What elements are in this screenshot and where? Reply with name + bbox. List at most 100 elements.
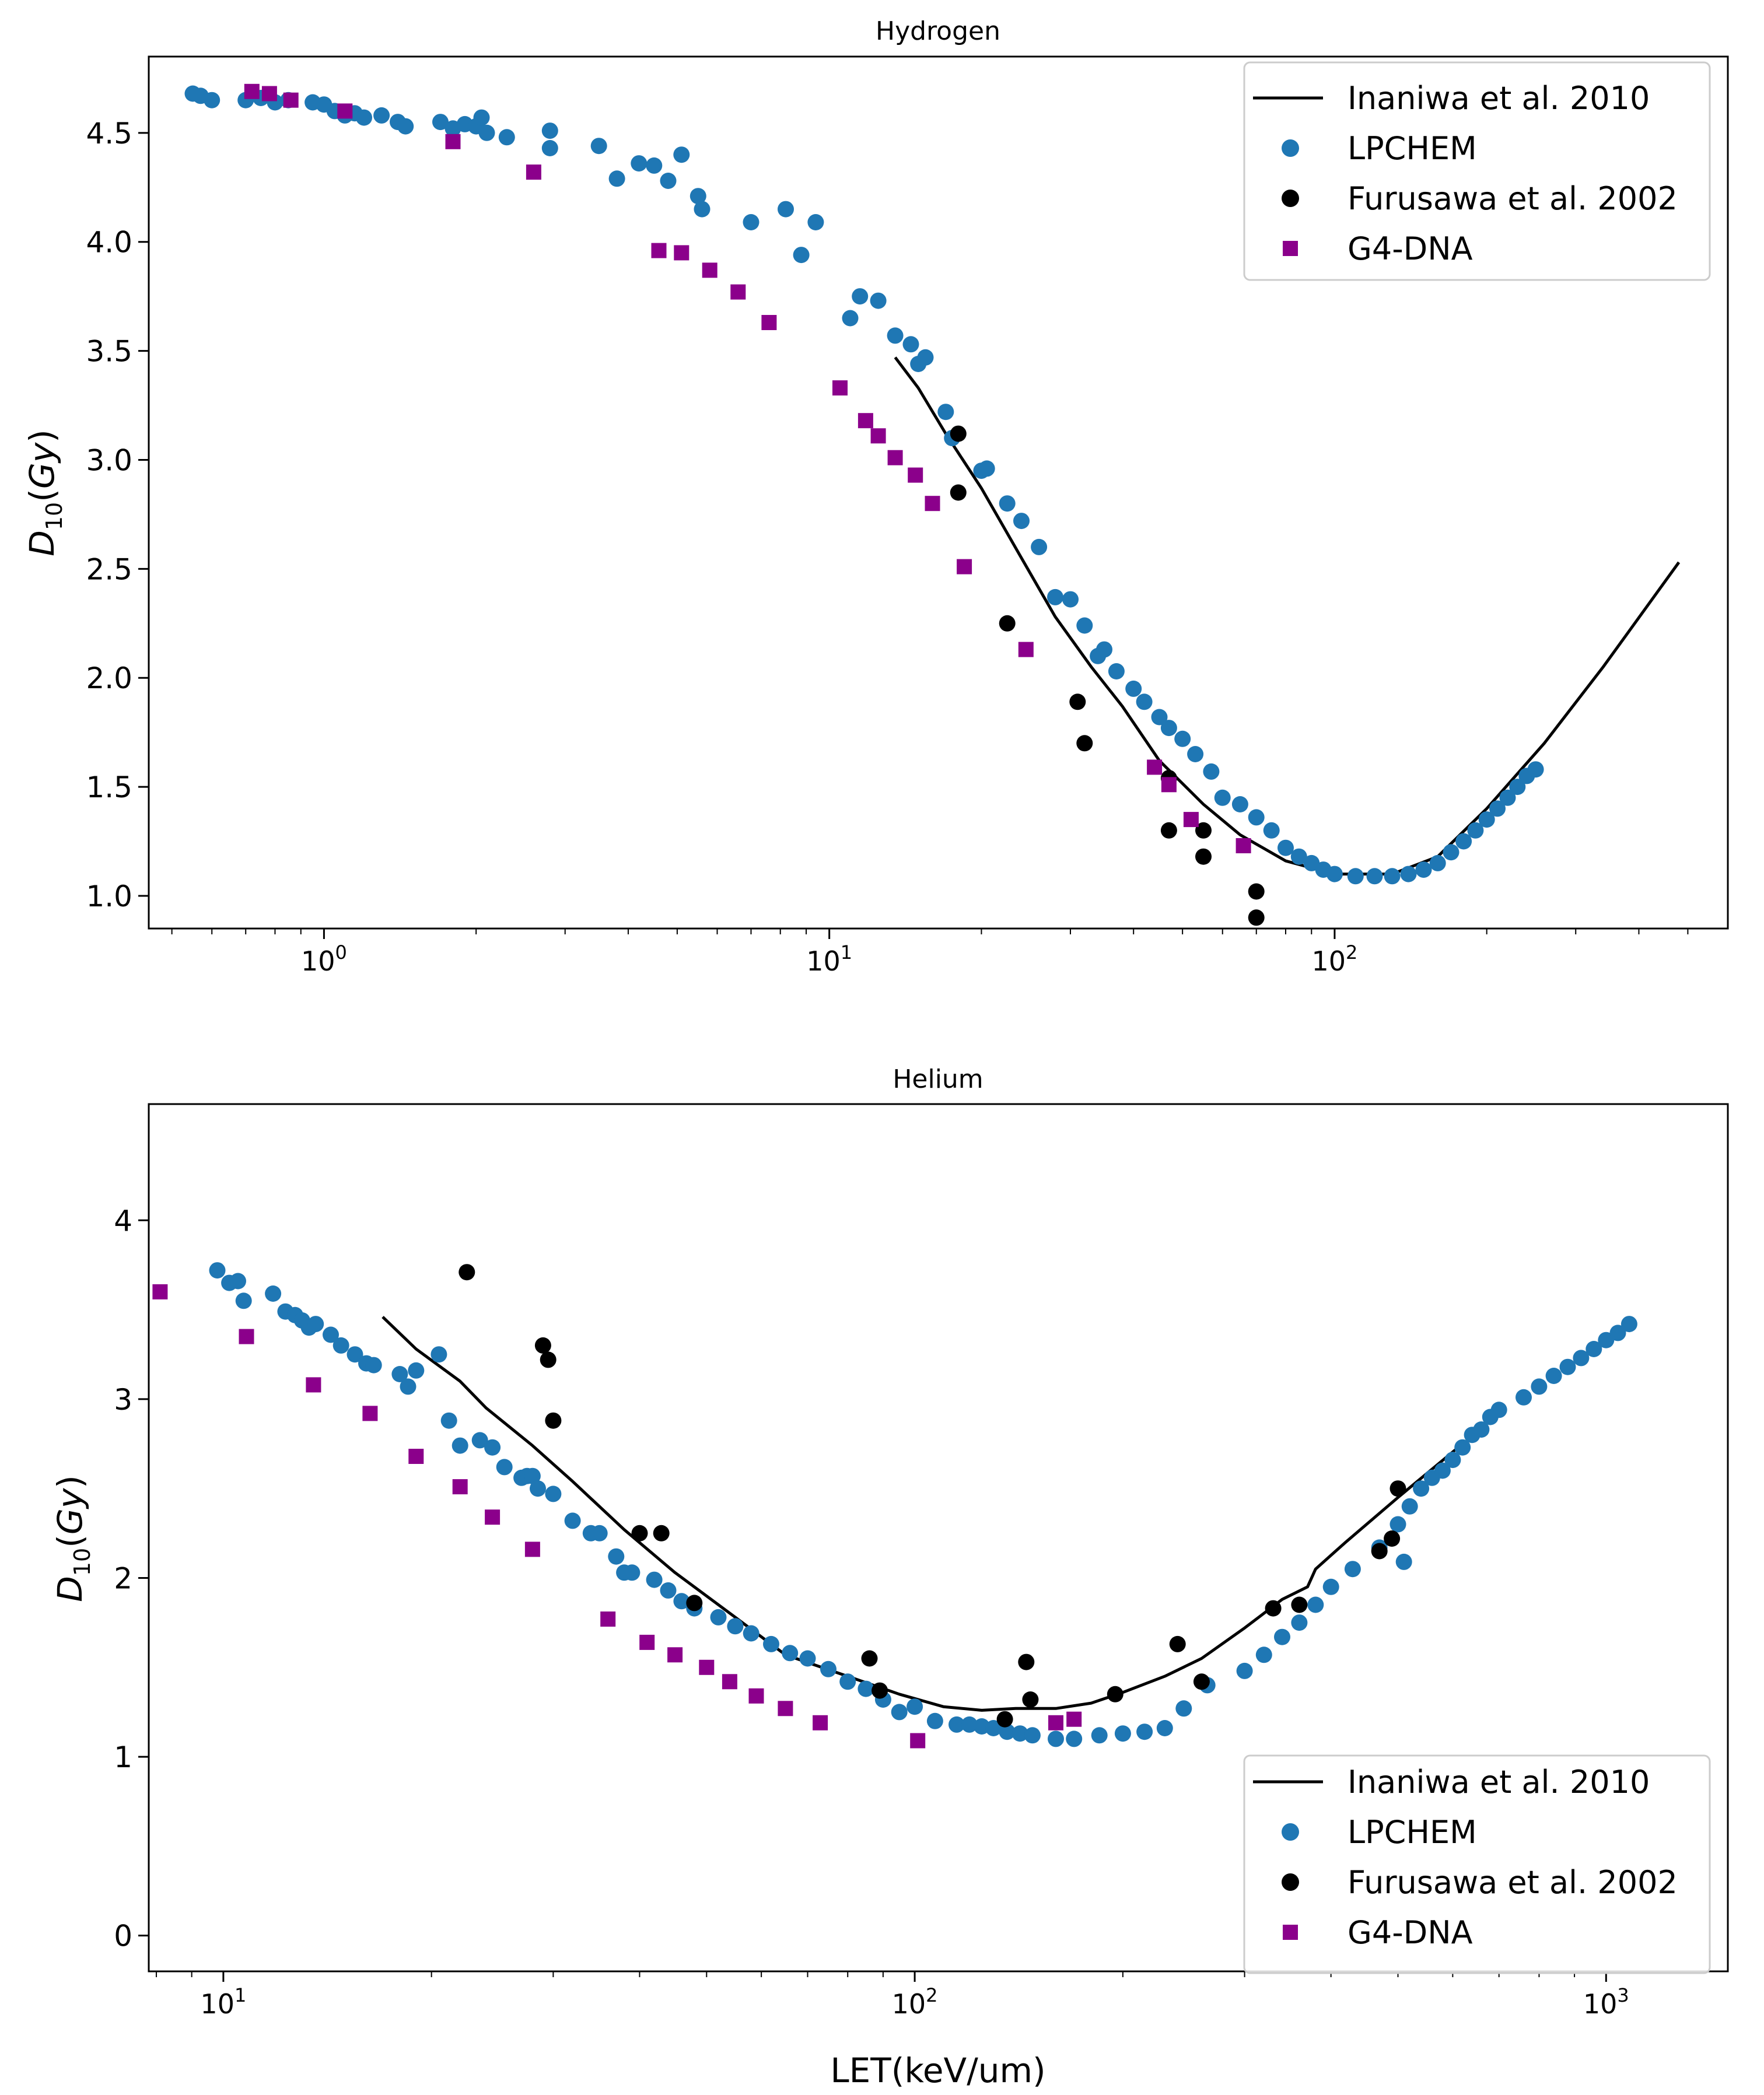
helium-lpchem-point xyxy=(440,1412,457,1429)
hydrogen-lpchem-point xyxy=(397,118,414,135)
helium-lpchem-point xyxy=(1473,1421,1490,1438)
helium-lpchem-point xyxy=(926,1712,943,1729)
helium-furusawa-et-al-2002-point xyxy=(996,1711,1013,1728)
helium-g4-dna-point xyxy=(1066,1711,1082,1727)
hydrogen-legend-lpchem-marker xyxy=(1282,139,1299,157)
helium-g4-dna-point xyxy=(722,1674,737,1690)
helium-g4-dna-point xyxy=(813,1715,828,1730)
hydrogen-lpchem-point xyxy=(870,292,887,309)
hydrogen-lpchem-point xyxy=(743,214,760,230)
hydrogen-lpchem-point xyxy=(473,109,490,126)
helium-lpchem-point xyxy=(1559,1358,1576,1375)
helium-g4-dna-point xyxy=(1048,1715,1063,1730)
hydrogen-lpchem-point xyxy=(1499,789,1516,806)
hydrogen-y-axis-label: D10(Gy) xyxy=(22,429,67,556)
helium-lpchem-point xyxy=(591,1525,608,1542)
helium-lpchem-point xyxy=(408,1362,425,1379)
hydrogen-furusawa-et-al-2002-point xyxy=(1248,909,1265,926)
hydrogen-lpchem-point xyxy=(1076,617,1093,634)
hydrogen-lpchem-point xyxy=(1125,680,1142,697)
helium-lpchem-point xyxy=(1395,1553,1412,1570)
hydrogen-g4-dna-point xyxy=(870,428,886,444)
helium-furusawa-et-al-2002-point xyxy=(861,1650,878,1667)
hydrogen-lpchem-point xyxy=(673,146,690,163)
hydrogen-lpchem-point xyxy=(1013,513,1030,530)
helium-inaniwa-et-al-2010-line xyxy=(382,1316,1464,1712)
helium-lpchem-point xyxy=(346,1346,363,1363)
hydrogen-lpchem-point xyxy=(917,349,934,366)
hydrogen-panel: Hydrogen 1.0 1.5 2.0 2.5 3.0 3.5 4.0 4.5 100 101 1… xyxy=(22,16,1729,977)
helium-lpchem-point xyxy=(496,1459,513,1476)
helium-furusawa-et-al-2002-point xyxy=(653,1525,670,1542)
helium-lpchem-point xyxy=(1401,1498,1418,1515)
helium-g4-dna-point xyxy=(485,1509,501,1525)
helium-lpchem-point xyxy=(999,1723,1016,1740)
helium-lpchem-point xyxy=(763,1635,779,1652)
hydrogen-g4-dna-point xyxy=(1183,812,1199,828)
helium-legend-box xyxy=(1243,1754,1711,1974)
helium-legend-inaniwa-label: Inaniwa et al. 2010 xyxy=(1348,1764,1650,1800)
helium-g4-dna-point xyxy=(639,1634,655,1650)
helium-plot-area xyxy=(148,1103,1729,1973)
helium-furusawa-et-al-2002-point xyxy=(1291,1596,1308,1613)
helium-lpchem-point xyxy=(332,1337,349,1354)
helium-lpchem-point xyxy=(1322,1578,1339,1595)
hydrogen-g4-dna-point xyxy=(283,92,299,108)
helium-g4-dna-point xyxy=(239,1329,254,1344)
hydrogen-y-tick-label: 4.5 xyxy=(86,117,132,150)
hydrogen-lpchem-point xyxy=(631,155,648,172)
helium-lpchem-point xyxy=(235,1292,252,1309)
helium-x-tick-label: 102 xyxy=(892,1984,938,2020)
helium-lpchem-point xyxy=(1156,1720,1173,1736)
hydrogen-g4-dna-point xyxy=(1161,777,1177,793)
helium-legend-g4dna-label: G4-DNA xyxy=(1348,1914,1473,1951)
hydrogen-lpchem-point xyxy=(999,495,1016,512)
hydrogen-lpchem-point xyxy=(887,327,904,344)
helium-lpchem-point xyxy=(961,1716,978,1733)
helium-furusawa-et-al-2002-point xyxy=(540,1351,556,1368)
hydrogen-y-tick-label: 1.0 xyxy=(86,880,132,913)
helium-g4-dna-point xyxy=(667,1647,683,1663)
hydrogen-furusawa-et-al-2002-point xyxy=(999,615,1016,632)
helium-lpchem-point xyxy=(1545,1368,1562,1384)
helium-y-tick-label: 4 xyxy=(114,1204,132,1238)
hydrogen-lpchem-point xyxy=(1062,591,1079,608)
helium-g4-dna-point xyxy=(600,1611,616,1627)
helium-lpchem-point xyxy=(782,1645,799,1662)
helium-lpchem-point xyxy=(471,1432,488,1449)
helium-lpchem-point xyxy=(1454,1439,1471,1456)
helium-lpchem-point xyxy=(646,1571,663,1588)
hydrogen-lpchem-point xyxy=(694,201,710,218)
hydrogen-title: Hydrogen xyxy=(876,16,1000,46)
helium-lpchem-point xyxy=(1307,1596,1324,1613)
hydrogen-y-tick-label: 4.0 xyxy=(86,226,132,260)
helium-furusawa-et-al-2002-point xyxy=(1169,1635,1186,1652)
hydrogen-lpchem-point xyxy=(373,107,390,124)
hydrogen-plot-area xyxy=(148,55,1729,930)
hydrogen-legend: Inaniwa et al. 2010 LPCHEM Furusawa et a… xyxy=(1243,61,1711,281)
hydrogen-g4-dna-point xyxy=(887,450,903,465)
helium-lpchem-point xyxy=(1175,1700,1192,1717)
helium-lpchem-point xyxy=(1620,1316,1637,1333)
hydrogen-lpchem-point xyxy=(1151,709,1168,726)
hydrogen-g4-dna-point xyxy=(832,380,848,396)
helium-lpchem-point xyxy=(1344,1561,1361,1578)
helium-furusawa-et-al-2002-point xyxy=(1022,1691,1039,1708)
helium-legend-lpchem-label: LPCHEM xyxy=(1348,1814,1477,1851)
helium-lpchem-point xyxy=(452,1437,468,1454)
hydrogen-lpchem-point xyxy=(432,114,449,131)
hydrogen-legend-g4dna-label: G4-DNA xyxy=(1348,230,1473,267)
helium-title: Helium xyxy=(892,1064,983,1094)
helium-lpchem-point xyxy=(1136,1723,1153,1740)
helium-g4-dna-point xyxy=(152,1284,168,1299)
helium-lpchem-point xyxy=(727,1618,744,1635)
hydrogen-lpchem-point xyxy=(1187,746,1204,762)
hydrogen-legend-lpchem-label: LPCHEM xyxy=(1348,130,1477,167)
helium-lpchem-point xyxy=(524,1467,541,1484)
hydrogen-lpchem-point xyxy=(1231,796,1248,812)
helium-lpchem-point xyxy=(660,1582,677,1599)
helium-lpchem-point xyxy=(1516,1389,1532,1406)
hydrogen-lpchem-point xyxy=(902,336,919,353)
hydrogen-lpchem-point xyxy=(590,138,607,155)
helium-lpchem-point xyxy=(743,1625,760,1642)
